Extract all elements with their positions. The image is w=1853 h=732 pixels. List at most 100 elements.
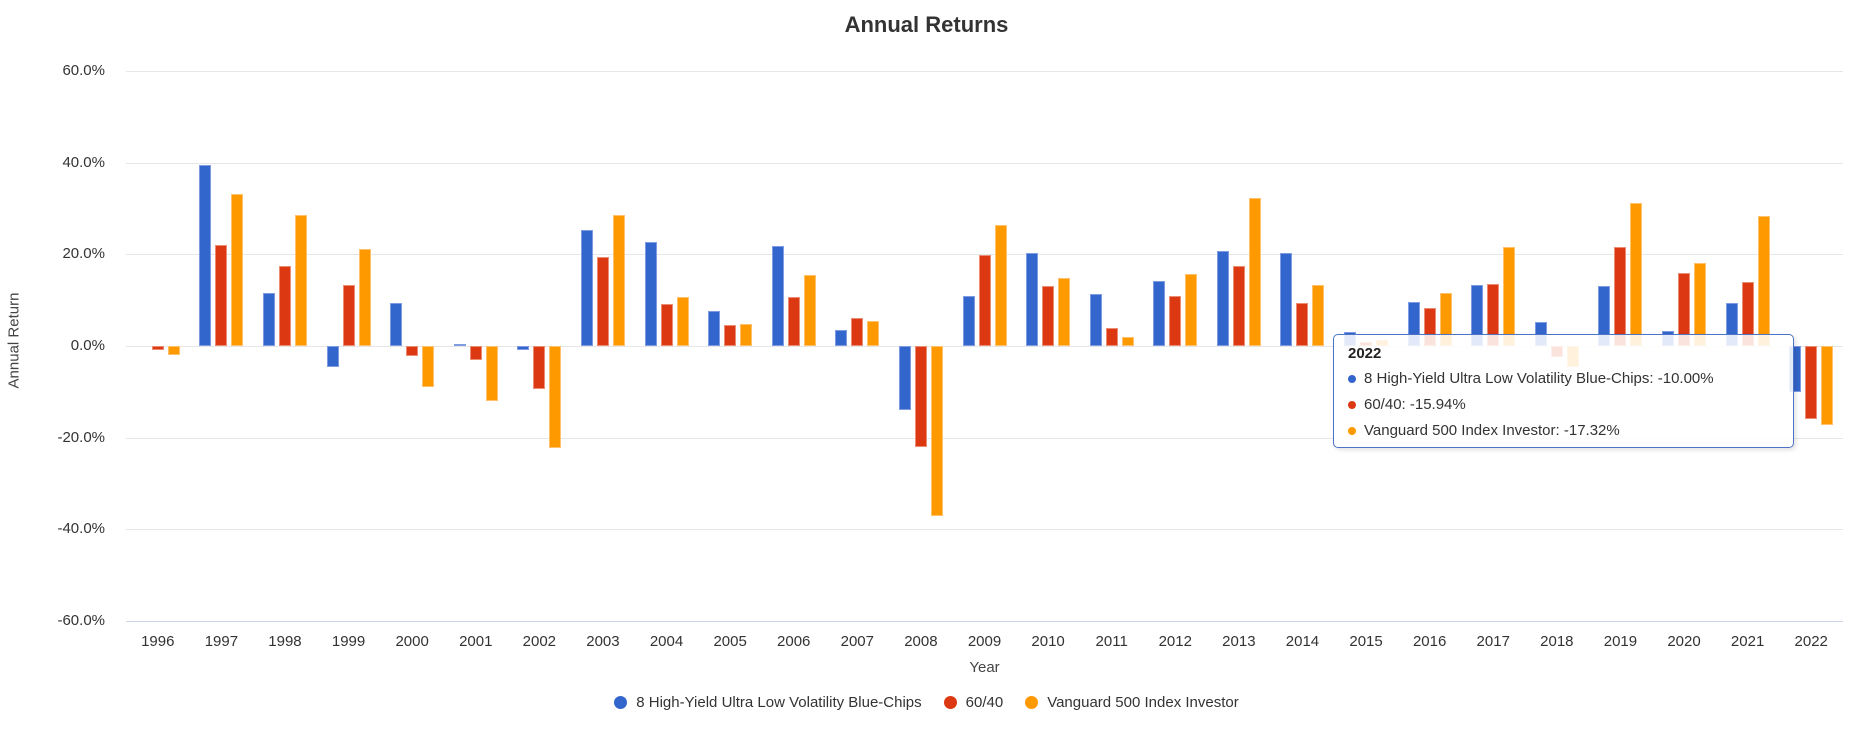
- bar-2012-series-0[interactable]: [1153, 280, 1166, 346]
- bar-2009-series-0[interactable]: [962, 295, 975, 346]
- bar-2021-series-2[interactable]: [1757, 215, 1770, 346]
- bar-2011-series-0[interactable]: [1089, 294, 1102, 346]
- bar-1999-series-0[interactable]: [326, 346, 339, 368]
- bar-1998-series-0[interactable]: [262, 292, 275, 346]
- bar-2012-series-1[interactable]: [1169, 296, 1182, 346]
- bar-1999-series-2[interactable]: [358, 249, 371, 346]
- bar-2002-series-1[interactable]: [533, 346, 546, 389]
- bar-1997-series-2[interactable]: [231, 193, 244, 346]
- bar-2017-series-2[interactable]: [1503, 246, 1516, 346]
- x-tick-label-2005: 2005: [713, 633, 747, 650]
- bar-1997-series-0[interactable]: [199, 164, 212, 346]
- legend-marker-icon: [943, 696, 957, 709]
- legend-item-label: 8 High-Yield Ultra Low Volatility Blue-C…: [636, 694, 922, 711]
- x-tick-label-2018: 2018: [1540, 633, 1574, 650]
- x-tick-label-2004: 2004: [649, 633, 684, 650]
- x-tick-label-2003: 2003: [586, 633, 620, 650]
- bar-2013-series-0[interactable]: [1216, 250, 1229, 346]
- tooltip-row-0: 8 High-Yield Ultra Low Volatility Blue-C…: [1348, 366, 1779, 392]
- bar-2022-series-1[interactable]: [1805, 346, 1818, 420]
- bar-2007-series-0[interactable]: [835, 330, 848, 346]
- x-tick-label-2022: 2022: [1794, 633, 1828, 650]
- bar-2011-series-1[interactable]: [1105, 328, 1118, 346]
- bar-1998-series-1[interactable]: [278, 265, 291, 346]
- bar-2008-series-2[interactable]: [930, 346, 943, 516]
- bar-2014-series-0[interactable]: [1280, 252, 1293, 346]
- x-tick-label-2010: 2010: [1031, 633, 1065, 650]
- bar-2010-series-2[interactable]: [1058, 277, 1071, 346]
- tooltip: 2022 8 High-Yield Ultra Low Volatility B…: [1333, 334, 1794, 448]
- x-axis-title: Year: [969, 659, 1000, 676]
- bar-2022-series-2[interactable]: [1821, 346, 1834, 426]
- tooltip-row-2: Vanguard 500 Index Investor: -17.32%: [1348, 418, 1779, 444]
- bar-2004-series-0[interactable]: [644, 241, 657, 346]
- bar-2012-series-2[interactable]: [1185, 273, 1198, 346]
- bar-2013-series-2[interactable]: [1248, 198, 1261, 346]
- bar-2004-series-1[interactable]: [660, 304, 673, 346]
- bar-2003-series-1[interactable]: [596, 256, 609, 346]
- bar-2019-series-1[interactable]: [1614, 247, 1627, 346]
- bar-2019-series-2[interactable]: [1630, 202, 1643, 346]
- bar-2002-series-2[interactable]: [549, 346, 562, 448]
- gridline-60.0%: [126, 71, 1843, 72]
- y-tick-label--40.0%: -40.0%: [57, 520, 105, 538]
- bar-2009-series-2[interactable]: [994, 224, 1007, 346]
- gridline-0.0%: [126, 346, 1843, 347]
- y-tick-label-0.0%: 0.0%: [70, 337, 105, 354]
- bar-2006-series-1[interactable]: [787, 296, 800, 346]
- bar-2005-series-2[interactable]: [740, 324, 753, 346]
- bar-2005-series-1[interactable]: [724, 325, 737, 346]
- x-tick-label-1997: 1997: [204, 633, 239, 650]
- bar-2006-series-2[interactable]: [803, 274, 816, 346]
- x-tick-label-2001: 2001: [459, 633, 493, 650]
- bar-2010-series-0[interactable]: [1026, 253, 1039, 346]
- bar-2005-series-0[interactable]: [708, 311, 721, 346]
- x-tick-label-1998: 1998: [268, 633, 302, 650]
- y-tick-label-40.0%: 40.0%: [62, 153, 105, 171]
- bar-2001-series-0[interactable]: [453, 343, 466, 346]
- x-tick-label-2002: 2002: [522, 633, 557, 650]
- x-tick-label-2017: 2017: [1476, 633, 1510, 650]
- bar-1999-series-1[interactable]: [342, 285, 355, 346]
- x-tick-label-2021: 2021: [1730, 633, 1765, 650]
- bar-2011-series-2[interactable]: [1121, 337, 1134, 346]
- tooltip-row-text: Vanguard 500 Index Investor: -17.32%: [1364, 422, 1620, 439]
- bar-2010-series-1[interactable]: [1042, 286, 1055, 346]
- bar-1998-series-2[interactable]: [294, 214, 307, 346]
- bar-2000-series-2[interactable]: [422, 346, 435, 387]
- legend-item-label: Vanguard 500 Index Investor: [1047, 694, 1239, 711]
- bar-2000-series-0[interactable]: [390, 302, 403, 346]
- bar-2009-series-1[interactable]: [978, 255, 991, 346]
- bar-2008-series-1[interactable]: [914, 346, 927, 447]
- x-tick-label-2006: 2006: [777, 633, 811, 650]
- bar-2013-series-1[interactable]: [1232, 265, 1245, 346]
- bar-2014-series-2[interactable]: [1312, 284, 1325, 346]
- y-tick-label-60.0%: 60.0%: [62, 62, 105, 79]
- x-tick-label-2012: 2012: [1158, 633, 1192, 650]
- tooltip-marker-icon: [1348, 427, 1356, 435]
- bar-1997-series-1[interactable]: [215, 245, 228, 346]
- bar-2006-series-0[interactable]: [771, 246, 784, 346]
- legend-item-1[interactable]: 60/40: [943, 694, 1003, 711]
- x-tick-label-2014: 2014: [1285, 633, 1320, 650]
- x-tick-label-2007: 2007: [840, 633, 874, 650]
- bar-2003-series-2[interactable]: [612, 215, 625, 346]
- bar-2008-series-0[interactable]: [898, 346, 911, 410]
- x-tick-label-1996: 1996: [141, 633, 175, 650]
- bar-2004-series-2[interactable]: [676, 296, 689, 346]
- tooltip-row-text: 60/40: -15.94%: [1364, 396, 1466, 413]
- bar-2003-series-0[interactable]: [580, 229, 593, 346]
- bar-2007-series-2[interactable]: [867, 321, 880, 346]
- bar-1996-series-2[interactable]: [167, 346, 180, 355]
- bar-2000-series-1[interactable]: [406, 346, 419, 357]
- bar-2014-series-1[interactable]: [1296, 302, 1309, 346]
- bar-2001-series-2[interactable]: [485, 346, 498, 401]
- gridline-20.0%: [126, 254, 1843, 256]
- bar-2007-series-1[interactable]: [851, 318, 864, 346]
- legend-item-0[interactable]: 8 High-Yield Ultra Low Volatility Blue-C…: [614, 694, 922, 711]
- legend-item-2[interactable]: Vanguard 500 Index Investor: [1025, 694, 1239, 711]
- bar-1996-series-1[interactable]: [151, 346, 164, 351]
- bar-2001-series-1[interactable]: [469, 346, 482, 360]
- gridline--60.0%: [126, 621, 1843, 622]
- bar-2002-series-0[interactable]: [517, 346, 530, 350]
